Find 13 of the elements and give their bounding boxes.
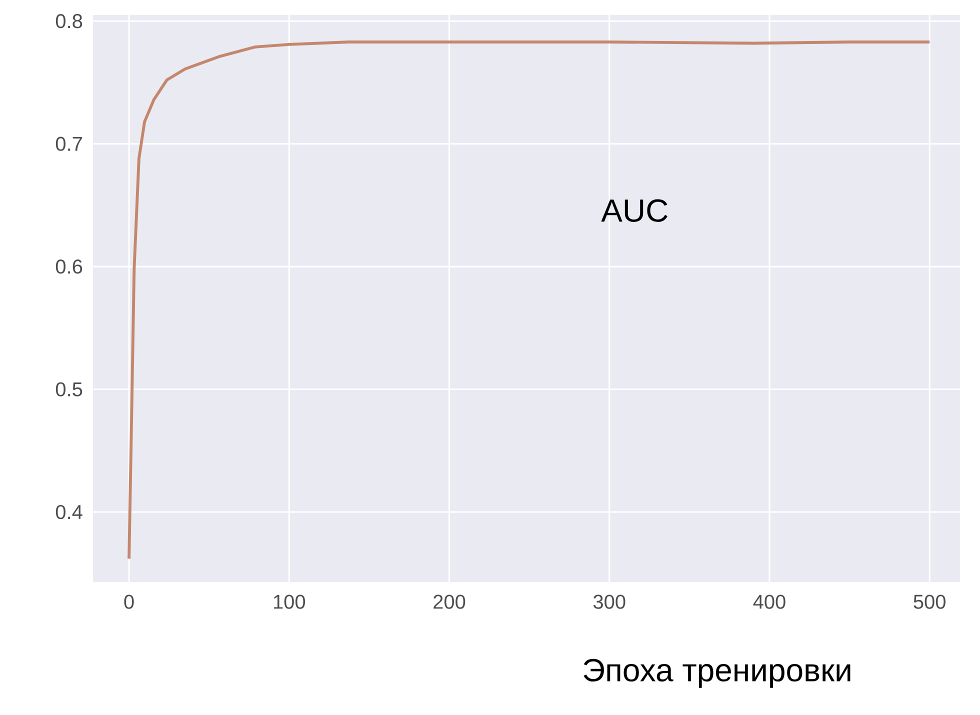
x-tick-label: 200 — [434, 594, 466, 609]
y-tick-label: 0.7 — [56, 136, 82, 151]
y-tick-label: 0.4 — [56, 504, 82, 520]
x-tick-label: 0 — [124, 594, 134, 609]
y-tick-label: 0.8 — [56, 14, 82, 28]
y-tick-label: 0.6 — [56, 260, 82, 274]
x-axis-title: Эпоха тренировки — [584, 658, 850, 688]
x-tick-label: 300 — [593, 594, 626, 609]
x-tick-label: 500 — [914, 594, 946, 609]
annotation: AUC — [601, 199, 668, 222]
x-tick-label: 100 — [274, 594, 306, 609]
x-tick-label: 400 — [753, 594, 786, 609]
y-tick-label: 0.5 — [56, 382, 82, 396]
